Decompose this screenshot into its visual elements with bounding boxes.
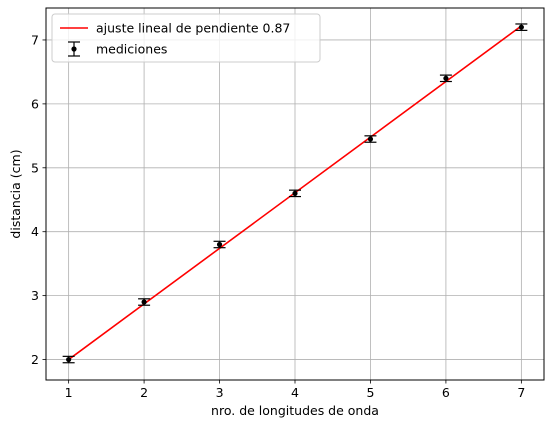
y-tick-label: 6 — [31, 96, 39, 111]
measurement-series — [62, 23, 528, 364]
legend: ajuste lineal de pendiente 0.87 medicion… — [51, 13, 321, 63]
data-point — [443, 75, 449, 81]
y-tick-label: 5 — [31, 160, 39, 175]
y-axis-label: distancia (cm) — [8, 149, 23, 238]
data-point — [216, 241, 223, 248]
y-tick-label: 2 — [31, 352, 39, 367]
x-tick-label: 6 — [442, 385, 450, 400]
y-tick-label: 7 — [31, 32, 39, 47]
y-axis-ticks: 2 3 4 5 6 7 — [31, 32, 46, 367]
data-point — [66, 356, 72, 363]
x-tick-label: 5 — [366, 385, 374, 400]
x-tick-label: 3 — [216, 385, 224, 400]
x-axis-ticks: 1 2 3 4 5 6 7 — [65, 380, 525, 400]
data-point — [518, 24, 524, 30]
legend-box — [51, 13, 321, 63]
legend-measurement-label: mediciones — [96, 42, 167, 57]
x-tick-label: 4 — [291, 385, 299, 400]
data-point — [292, 190, 298, 196]
x-tick-label: 2 — [140, 385, 148, 400]
x-tick-label: 1 — [65, 385, 73, 400]
y-tick-label: 4 — [31, 224, 39, 239]
y-tick-label: 3 — [31, 288, 39, 303]
legend-fit-label: ajuste lineal de pendiente 0.87 — [96, 21, 290, 36]
legend-point — [71, 46, 77, 52]
x-tick-label: 7 — [517, 385, 525, 400]
x-axis-label: nro. de longitudes de onda — [211, 403, 379, 418]
legend-measurement-swatch — [68, 41, 80, 57]
data-point — [141, 299, 147, 305]
data-point — [367, 136, 374, 142]
